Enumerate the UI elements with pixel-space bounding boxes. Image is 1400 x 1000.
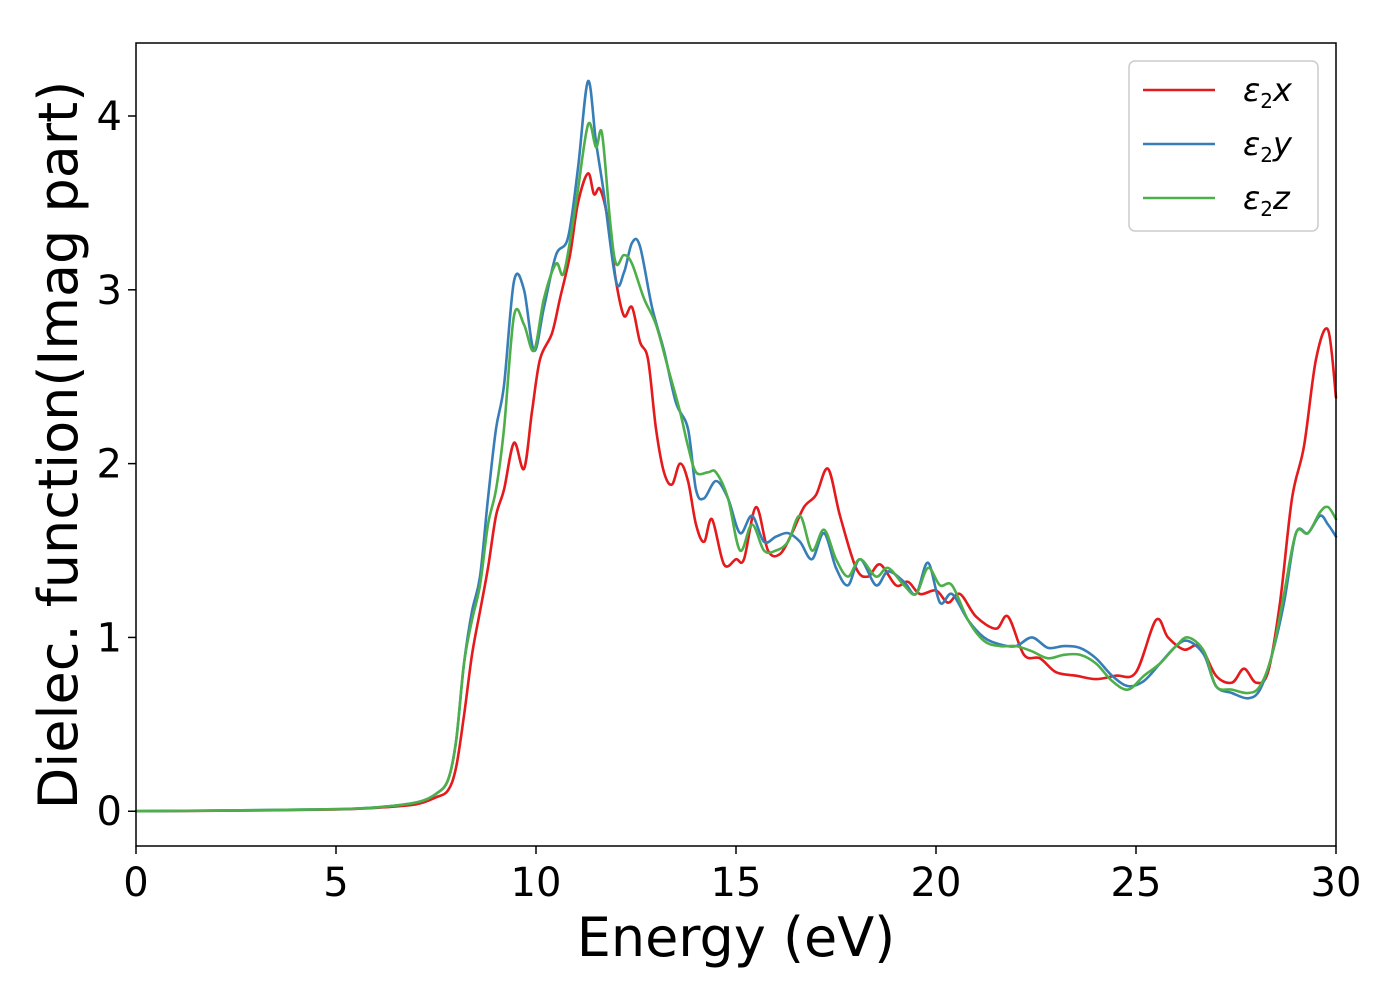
- x-tick-label: 20: [911, 860, 962, 906]
- x-tick-label: 15: [711, 860, 762, 906]
- y-tick-label: 4: [97, 94, 122, 140]
- legend-label-y: ε2y: [1243, 125, 1293, 167]
- series-line-x: [134, 172, 1338, 813]
- x-axis-ticks: 0 5 10 15 20 25 30: [123, 846, 1361, 906]
- x-tick-label: 10: [511, 860, 562, 906]
- x-tick-label: 5: [323, 860, 348, 906]
- y-tick-label: 0: [97, 789, 122, 835]
- series-line-z: [134, 121, 1338, 813]
- y-axis-label: Dielec. function(Imag part): [27, 81, 90, 810]
- y-tick-label: 2: [97, 442, 122, 488]
- y-tick-label: 3: [97, 268, 122, 314]
- legend-items: ε2x ε2y ε2z: [1143, 71, 1293, 221]
- x-tick-label: 0: [123, 860, 148, 906]
- x-tick-label: 25: [1111, 860, 1162, 906]
- legend-box: [1128, 60, 1319, 232]
- x-tick-label: 30: [1311, 860, 1362, 906]
- series-layer: [134, 79, 1338, 813]
- y-tick-label: 1: [97, 615, 122, 661]
- y-axis-ticks: 0 1 2 3 4: [97, 94, 136, 835]
- legend-label-z: ε2z: [1243, 179, 1291, 221]
- legend-label-x: ε2x: [1243, 71, 1293, 113]
- x-axis-label: Energy (eV): [577, 906, 896, 969]
- legend: ε2x ε2y ε2z: [1128, 60, 1319, 232]
